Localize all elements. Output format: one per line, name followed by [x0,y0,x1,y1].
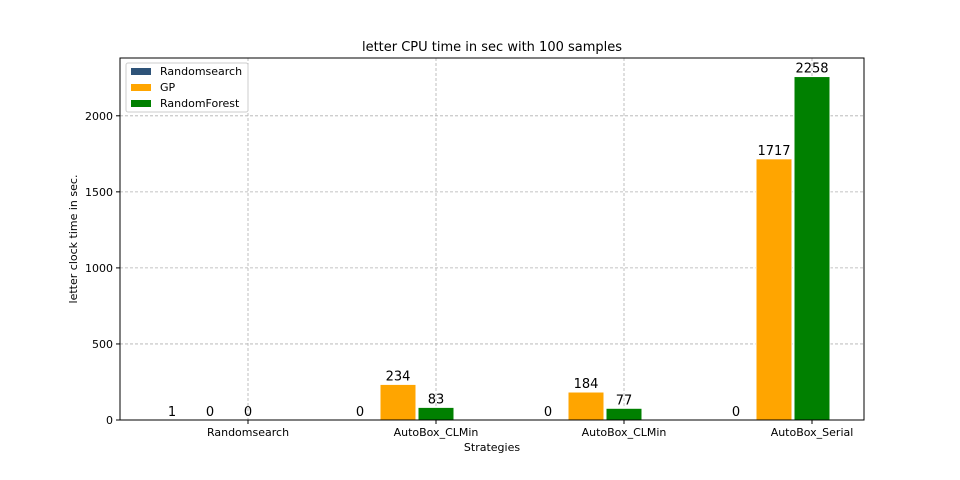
x-tick-label: Randomsearch [207,426,289,439]
bar-gp-2 [567,391,605,421]
y-axis-ticks: 0 500 1000 1500 2000 [85,110,120,427]
plot-frame [119,57,865,421]
bar-randomforest-3 [793,76,831,421]
y-tick-label: 1000 [85,262,113,275]
legend-box [125,62,249,113]
legend-swatch [131,84,151,91]
x-tick-label: AutoBox_Serial [771,426,854,439]
y-tick-label: 500 [92,338,113,351]
data-label: 83 [428,392,445,407]
data-label: 77 [616,393,633,408]
x-tick-label: AutoBox_CLMin [582,426,667,439]
y-tick-label: 0 [106,414,113,427]
data-label: 1 [168,405,176,420]
legend-swatch [131,68,151,75]
legend-label: Randomsearch [160,65,242,78]
data-label: 184 [574,377,599,392]
data-labels: 1 0 0 0 0 234 184 1717 0 83 77 2258 [168,62,829,420]
legend-label: RandomForest [160,97,240,110]
bar-gp-1 [379,383,417,421]
data-label: 234 [386,369,411,384]
x-tick-label: AutoBox_CLMin [394,426,479,439]
y-tick-label: 1500 [85,186,113,199]
y-axis-label: letter clock time in sec. [67,175,80,304]
data-label: 0 [732,405,740,420]
legend-label: GP [160,81,176,94]
data-label: 0 [544,405,552,420]
data-label: 0 [356,405,364,420]
data-label: 0 [244,405,252,420]
legend: Randomsearch GP RandomForest [125,62,249,113]
data-label: 0 [206,405,214,420]
chart-title: letter CPU time in sec with 100 samples [362,40,622,55]
data-label: 2258 [795,62,828,77]
data-label: 1717 [757,144,790,159]
bar-randomforest-1 [417,406,455,421]
y-tick-label: 2000 [85,110,113,123]
x-axis-label: Strategies [464,441,520,454]
bar-gp-3 [755,158,793,421]
bar-randomforest-2 [605,407,643,421]
x-axis-ticks: Randomsearch AutoBox_CLMin AutoBox_CLMin Au… [207,420,853,439]
bars [153,76,831,421]
legend-swatch [131,100,151,107]
